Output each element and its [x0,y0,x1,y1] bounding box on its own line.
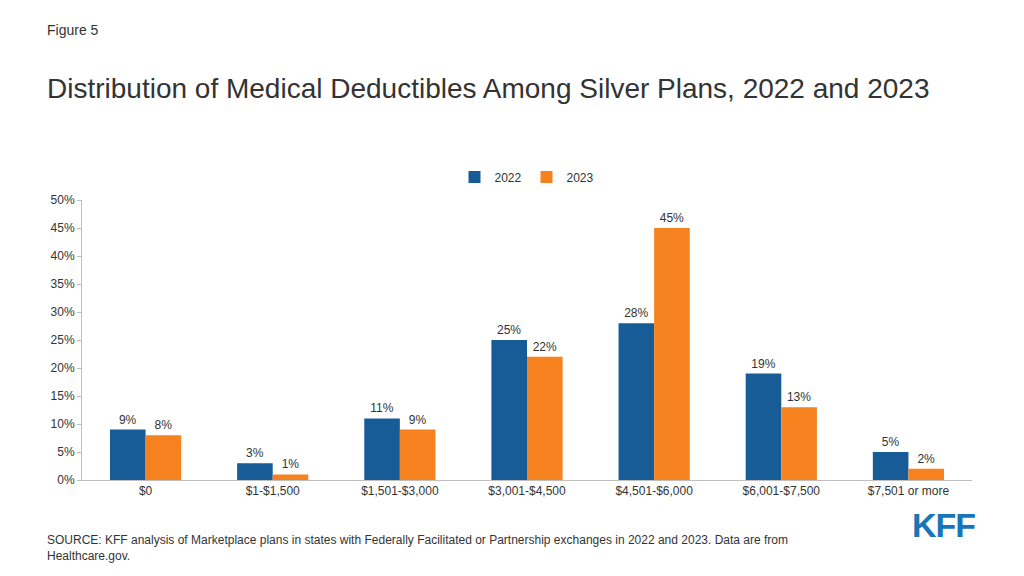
svg-text:8%: 8% [155,418,173,432]
html-text:Figure 5: Figure 5 [47,22,99,38]
svg-text:$4,501-$6,000: $4,501-$6,000 [615,484,693,498]
svg-text:$6,001-$7,500: $6,001-$7,500 [743,484,821,498]
svg-text:9%: 9% [119,413,137,427]
svg-text:50%: 50% [51,193,75,207]
svg-text:0%: 0% [57,473,75,487]
svg-text:5%: 5% [57,445,75,459]
svg-text:9%: 9% [409,413,427,427]
html-text:Distribution of Medical Deduct: Distribution of Medical Deductibles Amon… [47,73,930,104]
svg-text:15%: 15% [51,389,75,403]
svg-text:13%: 13% [787,390,811,404]
svg-text:2%: 2% [917,452,935,466]
svg-text:$7,501 or more: $7,501 or more [868,484,950,498]
svg-text:$1-$1,500: $1-$1,500 [246,484,300,498]
svg-text:35%: 35% [51,277,75,291]
svg-text:30%: 30% [51,305,75,319]
svg-text:40%: 40% [51,249,75,263]
svg-text:1%: 1% [282,457,300,471]
svg-text:25%: 25% [51,333,75,347]
svg-text:28%: 28% [624,306,648,320]
html-text:KFF: KFF [912,506,976,544]
html-text:SOURCE: KFF analysis of Market: SOURCE: KFF analysis of Marketplace plan… [47,533,788,563]
svg-text:$1,501-$3,000: $1,501-$3,000 [361,484,439,498]
svg-text:19%: 19% [751,357,775,371]
svg-text:22%: 22% [533,340,557,354]
svg-text:3%: 3% [246,446,264,460]
svg-text:11%: 11% [370,401,393,415]
svg-text:10%: 10% [51,417,75,431]
svg-text:45%: 45% [660,211,684,225]
svg-text:20%: 20% [51,361,75,375]
svg-text:45%: 45% [51,221,75,235]
svg-text:5%: 5% [882,435,900,449]
svg-text:2022: 2022 [495,171,522,185]
svg-text:2023: 2023 [567,171,594,185]
svg-text:$3,001-$4,500: $3,001-$4,500 [488,484,566,498]
svg-text:$0: $0 [139,484,153,498]
svg-text:25%: 25% [497,323,521,337]
